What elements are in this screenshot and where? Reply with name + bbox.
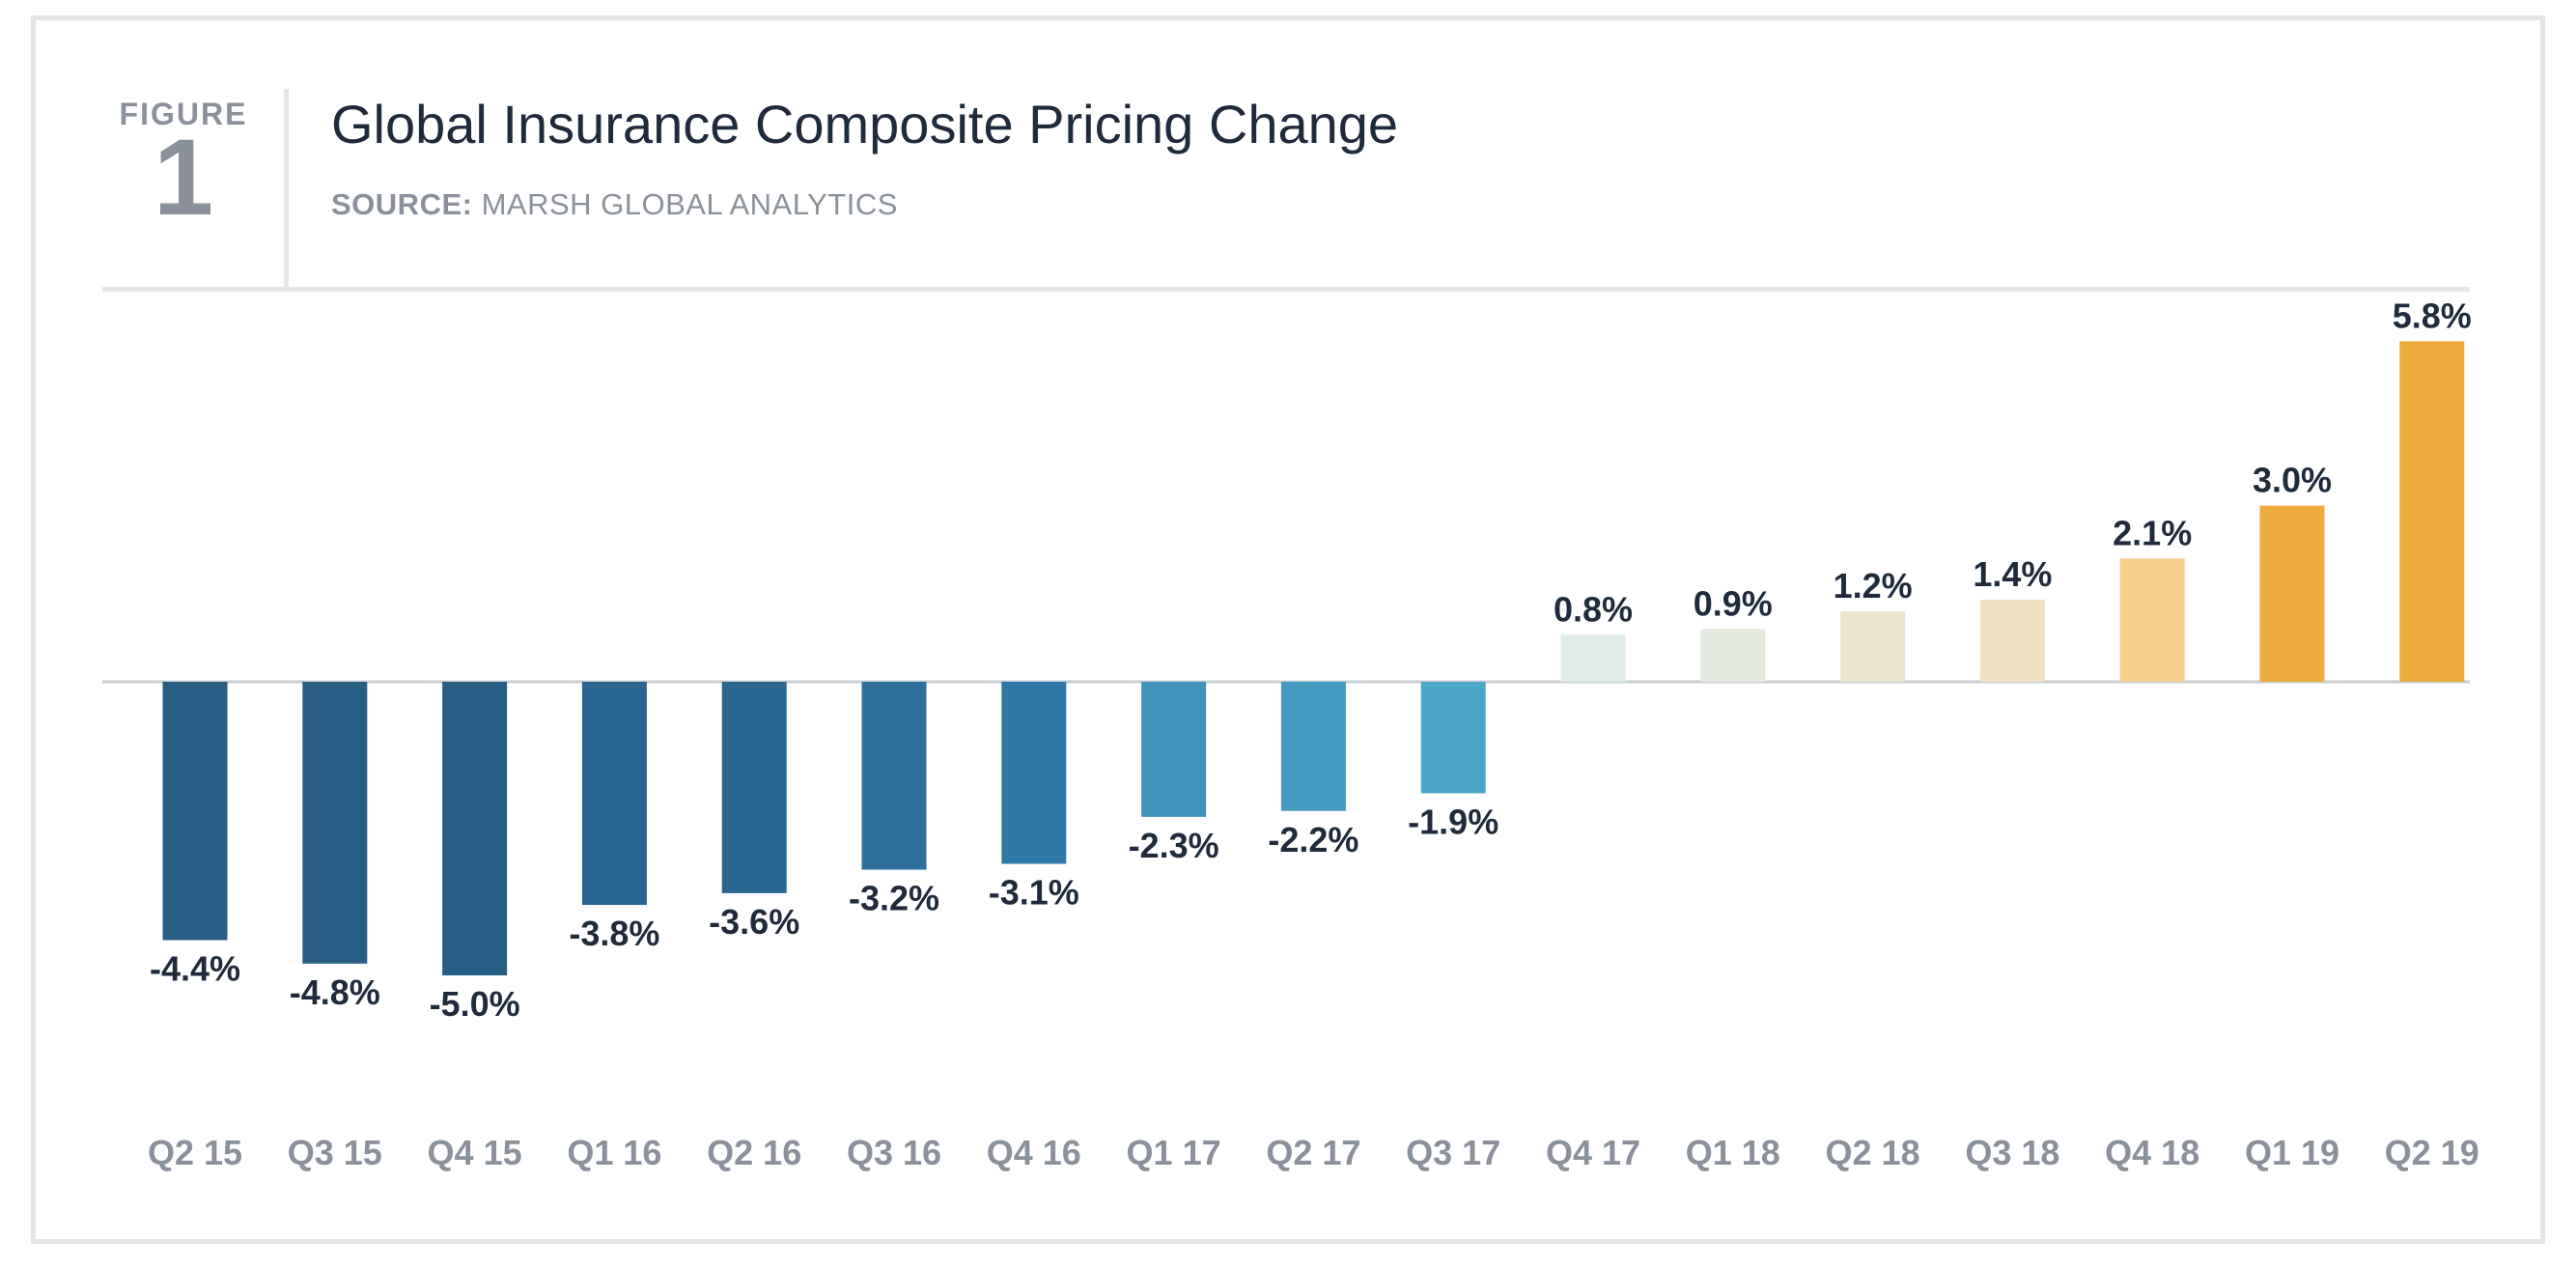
value-label: 5.8% — [2393, 296, 2472, 335]
bar-q2-18 — [1840, 611, 1906, 682]
bar-q1-17 — [1141, 682, 1207, 817]
bar-q2-15 — [162, 682, 228, 941]
category-label: Q2 17 — [1266, 1133, 1360, 1172]
value-label: -4.8% — [290, 972, 380, 1012]
figure-label: FIGURE — [119, 97, 248, 131]
bar-q3-17 — [1420, 682, 1486, 794]
bar-q2-16 — [721, 682, 787, 893]
header-horizontal-divider — [102, 287, 2470, 292]
bar-q3-15 — [302, 682, 368, 964]
bar-q3-18 — [1979, 599, 2045, 682]
bar-q4-16 — [1001, 682, 1067, 864]
category-label: Q4 18 — [2105, 1133, 2199, 1172]
value-label: -2.3% — [1129, 826, 1219, 865]
figure-frame — [31, 15, 2545, 1244]
value-label: -5.0% — [430, 984, 520, 1024]
value-label: 1.4% — [1973, 554, 2052, 594]
bar-q3-16 — [861, 682, 927, 870]
bar-q1-18 — [1700, 629, 1766, 682]
category-label: Q1 19 — [2245, 1133, 2339, 1172]
category-label: Q1 16 — [567, 1133, 661, 1172]
value-label: -2.2% — [1268, 820, 1358, 859]
bar-q2-17 — [1280, 682, 1346, 811]
category-label: Q2 18 — [1826, 1133, 1920, 1172]
bar-q4-17 — [1560, 634, 1626, 682]
value-label: -4.4% — [150, 949, 240, 989]
bar-q2-19 — [2399, 341, 2465, 682]
value-label: -1.9% — [1408, 802, 1498, 842]
bar-q4-15 — [442, 682, 508, 975]
category-label: Q2 19 — [2385, 1133, 2479, 1172]
chart-title: Global Insurance Composite Pricing Chang… — [331, 94, 1399, 155]
category-label: Q2 15 — [148, 1133, 242, 1172]
category-label: Q4 17 — [1546, 1133, 1640, 1172]
category-label: Q4 16 — [987, 1133, 1081, 1172]
category-label: Q1 18 — [1686, 1133, 1780, 1172]
category-label: Q2 16 — [707, 1133, 801, 1172]
category-label: Q4 15 — [428, 1133, 522, 1172]
figure-number: 1 — [153, 117, 214, 238]
category-label: Q1 17 — [1127, 1133, 1221, 1172]
value-label: 0.9% — [1694, 583, 1773, 623]
bar-q1-16 — [581, 682, 647, 906]
source-label: SOURCE: — [331, 187, 473, 221]
value-label: 1.2% — [1834, 566, 1913, 605]
value-label: -3.8% — [569, 914, 659, 953]
source-text: MARSH GLOBAL ANALYTICS — [481, 187, 898, 221]
category-label: Q3 16 — [847, 1133, 941, 1172]
category-label: Q3 15 — [288, 1133, 382, 1172]
category-label: Q3 17 — [1406, 1133, 1500, 1172]
category-label: Q3 18 — [1965, 1133, 2059, 1172]
header-vertical-divider — [284, 89, 289, 287]
value-label: 0.8% — [1554, 589, 1633, 629]
value-label: -3.2% — [849, 879, 939, 918]
bar-q1-19 — [2259, 505, 2325, 682]
value-label: 3.0% — [2253, 461, 2332, 500]
bar-q4-18 — [2119, 558, 2185, 682]
value-label: -3.1% — [989, 872, 1079, 912]
chart-source: SOURCE: MARSH GLOBAL ANALYTICS — [331, 187, 898, 222]
value-label: -3.6% — [709, 902, 799, 942]
value-label: 2.1% — [2113, 513, 2192, 552]
